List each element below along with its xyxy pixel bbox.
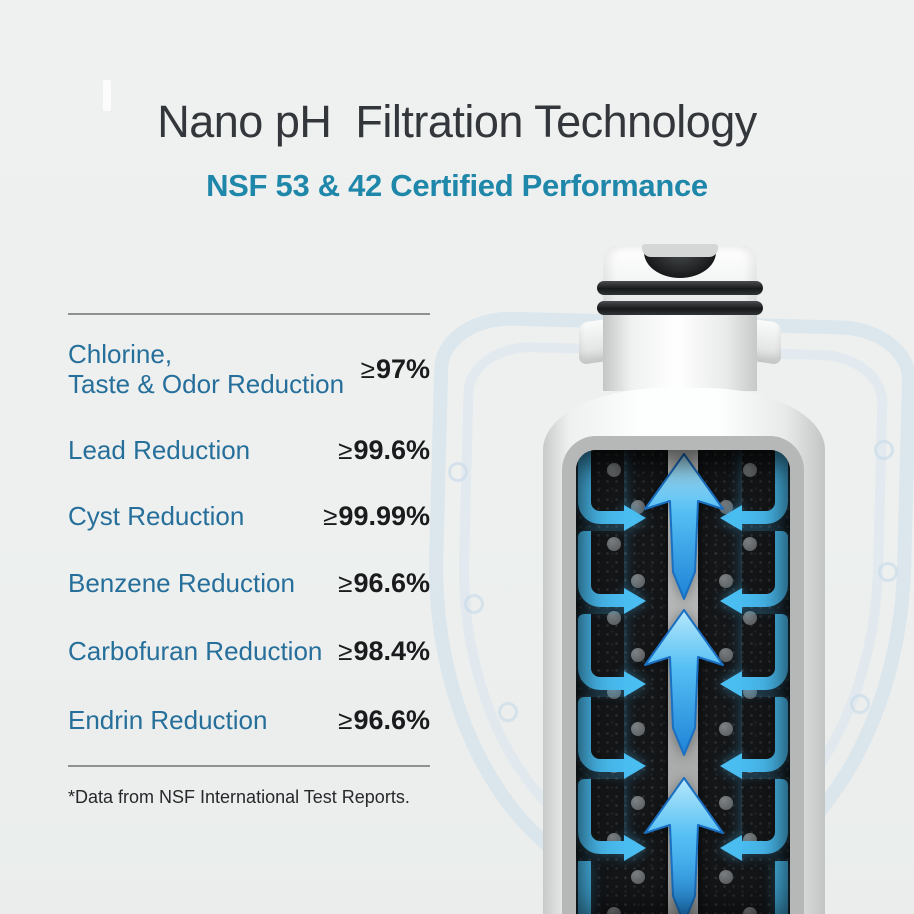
shield-rivet-icon (498, 702, 518, 722)
inlet-flow-line (775, 861, 788, 914)
right-arrow-icon (624, 504, 646, 531)
divider-top (68, 313, 430, 315)
reduction-value: ≥96.6% (338, 568, 430, 598)
carbon-granule-dot (743, 907, 757, 914)
left-arrow-icon (720, 670, 742, 697)
inlet-flow-line (578, 531, 624, 607)
cutaway-window (562, 436, 804, 914)
left-arrow-icon (720, 504, 742, 531)
shield-rivet-icon (464, 594, 484, 614)
inlet-flow-line (578, 697, 624, 772)
reduction-label: Carbofuran Reduction (68, 636, 323, 667)
inlet-flow-line (742, 614, 788, 690)
inlet-flow-line (742, 779, 788, 854)
reduction-value: ≥97% (360, 353, 430, 384)
reduction-label: Endrin Reduction (68, 705, 268, 736)
upward-flow-arrow-icon (644, 609, 724, 756)
carbon-granule-dot (631, 796, 645, 810)
carbon-granule-dot (631, 648, 645, 662)
inlet-flow-line (742, 531, 788, 607)
upward-flow-arrow-icon (644, 777, 724, 914)
reduction-value: ≥96.6% (338, 705, 430, 735)
reduction-row: Endrin Reduction ≥96.6% (68, 705, 430, 736)
page-subtitle: NSF 53 & 42 Certified Performance (206, 167, 708, 203)
carbon-granule-dot (607, 907, 621, 914)
reduction-row: Benzene Reduction ≥96.6% (68, 568, 430, 599)
reduction-label: Benzene Reduction (68, 568, 295, 599)
carbon-granule-dot (631, 870, 645, 884)
carbon-granule-dot (631, 722, 645, 736)
upward-flow-arrow-icon (644, 453, 724, 600)
inlet-flow-line (578, 614, 624, 690)
o-ring-bottom (597, 301, 763, 315)
carbon-block-interior (576, 450, 790, 914)
divider-bottom (68, 765, 430, 767)
page-title: Nano pH Filtration Technology (157, 96, 757, 148)
carbon-granule-dot (719, 796, 733, 810)
reduction-value: ≥99.99% (323, 501, 430, 531)
filter-cap-face (642, 244, 718, 257)
carbon-granule-dot (719, 722, 733, 736)
inlet-flow-line (742, 697, 788, 772)
data-source-footnote: *Data from NSF International Test Report… (68, 787, 410, 807)
inlet-flow-line (578, 779, 624, 854)
filter-neck (603, 313, 757, 391)
carbon-granule-dot (719, 648, 733, 662)
shield-rivet-icon (448, 462, 468, 482)
carbon-granule-dot (719, 574, 733, 588)
inlet-flow-line (742, 450, 788, 524)
inlet-flow-line (578, 861, 591, 914)
reduction-row: Carbofuran Reduction ≥98.4% (68, 636, 430, 667)
reduction-row: Cyst Reduction ≥99.99% (68, 501, 430, 532)
left-arrow-icon (720, 752, 742, 779)
shield-rivet-icon (874, 440, 894, 460)
inlet-flow-line (578, 450, 624, 524)
reduction-row: Lead Reduction ≥99.6% (68, 435, 430, 466)
left-arrow-icon (720, 834, 742, 861)
reduction-label: Cyst Reduction (68, 501, 245, 532)
left-arrow-icon (720, 587, 742, 614)
right-arrow-icon (624, 670, 646, 697)
reduction-value: ≥99.6% (338, 435, 430, 465)
reduction-value: ≥98.4% (338, 636, 430, 666)
reduction-row: Chlorine, Taste & Odor Reduction ≥97% (68, 339, 430, 399)
reduction-label: Lead Reduction (68, 435, 251, 466)
performance-table: Chlorine, Taste & Odor Reduction ≥97% Lead … (68, 313, 430, 843)
o-ring-top (597, 281, 763, 295)
right-arrow-icon (624, 587, 646, 614)
shield-rivet-icon (878, 562, 898, 582)
carbon-granule-dot (719, 870, 733, 884)
shield-rivet-icon (850, 694, 870, 714)
right-arrow-icon (624, 752, 646, 779)
reduction-label: Chlorine, Taste & Odor Reduction (68, 339, 345, 400)
carbon-granule-dot (631, 574, 645, 588)
right-arrow-icon (624, 834, 646, 861)
decorative-mark (103, 80, 111, 111)
